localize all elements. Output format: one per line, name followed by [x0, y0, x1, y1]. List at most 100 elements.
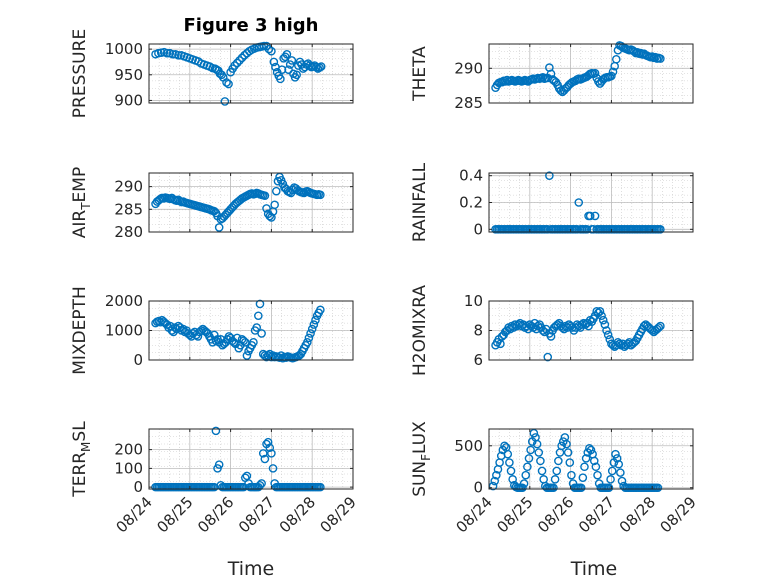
data-point: [174, 50, 183, 60]
data-point: [242, 351, 252, 360]
y-tick-label: 0: [473, 220, 483, 238]
axes-box: [148, 172, 354, 233]
data-point: [284, 65, 293, 74]
data-point: [304, 333, 314, 343]
y-axis-label-rest: EMP: [70, 167, 90, 203]
subplot-4: 0 0.2 0.4 RAINFALL: [410, 162, 694, 242]
data-point: [607, 466, 617, 476]
data-point: [538, 73, 548, 82]
data-point: [581, 454, 591, 463]
data-point: [598, 315, 608, 325]
data-point: [611, 54, 621, 64]
data-point: [521, 470, 531, 480]
data-point: [595, 307, 605, 316]
subplot-6: 6 8 10 H2OMIXRA: [410, 285, 694, 376]
data-point: [519, 479, 529, 488]
data-point: [537, 466, 547, 476]
y-axis-label-rest: SL: [70, 421, 90, 442]
data-point: [500, 441, 509, 451]
data-point: [506, 466, 516, 476]
data-point: [211, 426, 221, 436]
data-point: [276, 74, 285, 84]
subplot-1: 900 950 1000 PRESSURE: [70, 29, 354, 118]
data-point: [526, 445, 535, 455]
data-point: [306, 329, 315, 338]
data-point: [532, 439, 542, 449]
y-tick-label: 8: [473, 322, 483, 340]
data-point: [557, 441, 566, 451]
y-tick-label: 6: [473, 351, 483, 369]
y-tick-label: 0.2: [459, 194, 483, 212]
data-point: [563, 448, 573, 457]
y-tick-label: 200: [114, 441, 143, 459]
y-tick-label: 0: [473, 479, 483, 497]
y-tick-label: 285: [114, 200, 143, 218]
data-point: [654, 323, 664, 332]
y-tick-label: 290: [114, 178, 143, 196]
data-point: [567, 470, 576, 480]
y-tick-label: 100: [114, 459, 143, 477]
data-point: [214, 223, 224, 232]
data-point: [576, 483, 586, 493]
data-point: [316, 305, 325, 315]
y-tick-label: 2000: [105, 292, 143, 310]
y-axis-label: SUNFLUX: [410, 421, 433, 497]
data-point: [552, 466, 562, 476]
subplot-5: 0 1000 2000 MIXDEPTH: [70, 286, 354, 375]
axes-box: [148, 43, 354, 104]
data-point: [271, 186, 281, 196]
data-point: [651, 52, 660, 62]
data-point: [292, 70, 301, 80]
data-point: [311, 315, 320, 325]
data-point: [260, 191, 270, 200]
data-point: [316, 482, 325, 492]
y-tick-label: 10: [464, 292, 483, 310]
data-point: [594, 77, 603, 86]
data-point: [267, 46, 276, 56]
data-point: [265, 443, 275, 453]
data-point: [237, 53, 247, 63]
data-point: [562, 439, 571, 449]
data-point: [268, 464, 278, 473]
data-point: [585, 211, 595, 221]
data-point: [162, 48, 172, 58]
data-point: [316, 190, 325, 200]
data-point: [257, 479, 266, 488]
y-tick-label: 900: [114, 91, 143, 109]
data-point: [254, 311, 263, 321]
data-point: [492, 470, 501, 480]
data-point: [258, 449, 268, 458]
data-point: [257, 329, 266, 338]
data-point: [524, 454, 534, 463]
data-point: [578, 473, 588, 482]
data-point: [249, 337, 258, 347]
data-point: [580, 462, 589, 472]
y-axis-label: PRESSURE: [70, 29, 90, 118]
data-point: [600, 320, 610, 329]
data-point: [606, 475, 615, 484]
data-point: [282, 49, 292, 59]
data-point: [285, 60, 295, 69]
data-point: [529, 428, 539, 438]
data-point: [262, 204, 271, 213]
data-point: [316, 62, 326, 71]
data-point: [311, 62, 321, 72]
data-point: [168, 49, 177, 59]
y-axis-label-main: TERR: [70, 452, 90, 498]
data-point: [490, 476, 500, 486]
data-point: [545, 171, 554, 180]
data-point: [543, 352, 553, 362]
data-point: [608, 67, 618, 77]
data-point: [656, 54, 665, 63]
y-axis-label-rest: LUX: [410, 421, 430, 454]
data-point: [270, 200, 279, 210]
data-point: [565, 458, 575, 467]
data-point: [617, 476, 627, 486]
data-point: [307, 324, 317, 334]
data-point: [612, 454, 622, 463]
y-tick-label: 0.4: [459, 167, 483, 185]
data-point: [255, 299, 265, 309]
data-point: [267, 449, 276, 458]
data-point: [505, 458, 514, 467]
